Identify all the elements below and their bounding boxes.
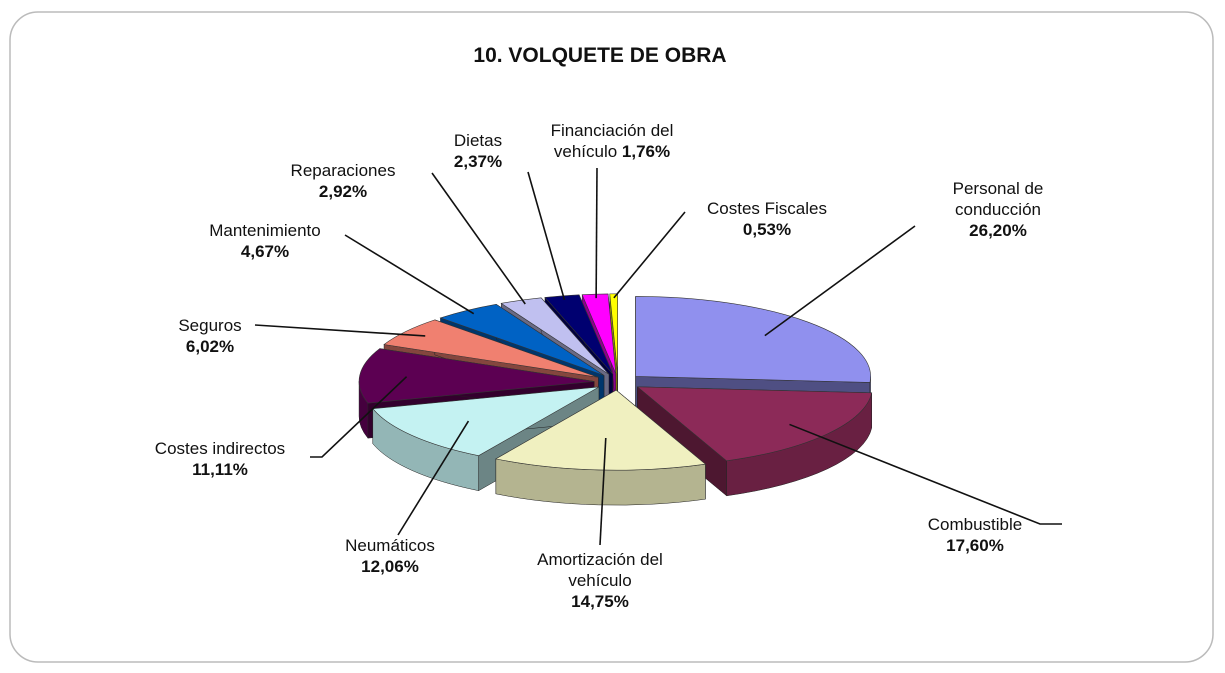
slice xyxy=(439,303,605,376)
data-label: Personal de conducción 26,20% xyxy=(928,178,1068,241)
slice xyxy=(500,297,610,375)
leader-line xyxy=(310,376,408,458)
category-label: Costes Fiscales xyxy=(707,199,827,218)
slice xyxy=(495,389,707,471)
data-label: Neumáticos 12,06% xyxy=(320,535,460,577)
value-label: 26,20% xyxy=(969,221,1027,240)
data-label: Mantenimiento 4,67% xyxy=(185,220,345,262)
value-label: 2,92% xyxy=(318,182,368,201)
category-label: Combustible xyxy=(927,515,1023,534)
slice xyxy=(581,293,617,374)
data-label: Costes indirectos 11,11% xyxy=(120,438,320,480)
category-label: Reparaciones xyxy=(290,161,396,180)
leader-line xyxy=(789,423,1062,525)
leader-line xyxy=(595,167,598,299)
data-label: Dietas 2,37% xyxy=(438,130,518,172)
leader-line xyxy=(764,225,916,337)
value-label: 0,53% xyxy=(742,220,792,239)
category-label: Seguros xyxy=(178,316,242,335)
chart-title: 10. VOLQUETE DE OBRA xyxy=(473,44,727,67)
value-label: 12,06% xyxy=(361,557,419,576)
leader-line xyxy=(527,171,566,301)
value-label: 14,75% xyxy=(571,592,629,611)
data-label: Financiación del vehículo 1,76% xyxy=(527,120,697,162)
slice xyxy=(635,296,871,383)
category-label: Personal de conducción xyxy=(952,179,1044,219)
category-label: Neumáticos xyxy=(345,536,435,555)
leader-line xyxy=(613,211,686,299)
value-label: 6,02% xyxy=(185,337,235,356)
category-label: Dietas xyxy=(453,131,503,150)
leader-line xyxy=(397,420,470,536)
slice xyxy=(372,386,600,457)
data-label: Combustible 17,60% xyxy=(895,514,1055,556)
data-label: Amortización del vehículo 14,75% xyxy=(510,549,690,612)
data-label: Costes Fiscales 0,53% xyxy=(682,198,852,240)
slice xyxy=(544,294,614,375)
category-label: Mantenimiento xyxy=(209,221,321,240)
value-label: 1,76% xyxy=(621,142,671,161)
slice xyxy=(358,348,595,404)
leader-line xyxy=(599,437,607,546)
category-label: Amortización del vehículo xyxy=(537,550,663,590)
leader-line xyxy=(254,324,426,337)
frame xyxy=(9,11,1214,663)
value-label: 4,67% xyxy=(240,242,290,261)
leader-line xyxy=(431,172,526,305)
category-label: Costes indirectos xyxy=(154,439,286,458)
value-label: 17,60% xyxy=(946,536,1004,555)
leader-line xyxy=(344,234,475,315)
data-label: Reparaciones 2,92% xyxy=(273,160,413,202)
value-label: 2,37% xyxy=(453,152,503,171)
slice xyxy=(636,386,873,462)
value-label: 11,11% xyxy=(192,460,248,479)
data-label: Seguros 6,02% xyxy=(150,315,270,357)
slice xyxy=(383,319,599,378)
category-label: Financiación del vehículo xyxy=(550,121,674,161)
